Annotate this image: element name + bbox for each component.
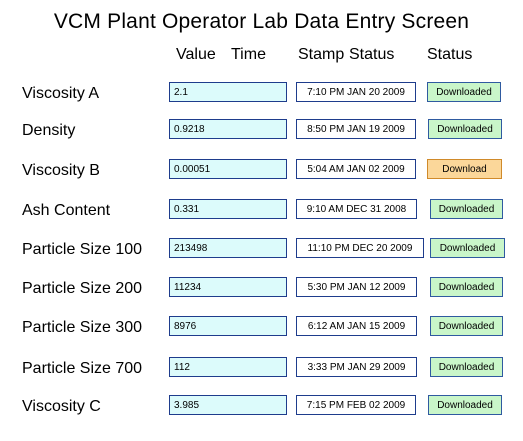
row-label: Particle Size 200 bbox=[22, 280, 143, 297]
row-label: Particle Size 700 bbox=[22, 360, 143, 377]
data-row-particle-size-700: Particle Size 700 112 3:33 PM JAN 29 200… bbox=[0, 357, 523, 383]
timestamp-field[interactable]: 7:10 PM JAN 20 2009 bbox=[296, 82, 416, 102]
page-title: VCM Plant Operator Lab Data Entry Screen bbox=[53, 10, 470, 33]
status-button[interactable]: Downloaded bbox=[430, 199, 503, 219]
time-column-header: Time bbox=[231, 46, 266, 63]
status-button[interactable]: Downloaded bbox=[430, 357, 503, 377]
stamp-status-column-header: Status bbox=[349, 46, 395, 63]
status-button[interactable]: Downloaded bbox=[430, 277, 503, 297]
status-button[interactable]: Downloaded bbox=[428, 395, 502, 415]
value-field[interactable]: 11234 bbox=[169, 277, 287, 297]
status-button[interactable]: Downloaded bbox=[427, 82, 501, 102]
row-label: Viscosity A bbox=[22, 85, 100, 102]
timestamp-field[interactable]: 6:12 AM JAN 15 2009 bbox=[296, 316, 417, 336]
timestamp-field[interactable]: 5:04 AM JAN 02 2009 bbox=[296, 159, 416, 179]
data-row-particle-size-300: Particle Size 300 8976 6:12 AM JAN 15 20… bbox=[0, 316, 523, 342]
data-row-particle-size-200: Particle Size 200 11234 5:30 PM JAN 12 2… bbox=[0, 277, 523, 303]
data-row-ash-content: Ash Content 0.331 9:10 AM DEC 31 2008 Do… bbox=[0, 199, 523, 225]
status-button[interactable]: Downloaded bbox=[430, 316, 503, 336]
value-field[interactable]: 213498 bbox=[169, 238, 287, 258]
timestamp-field[interactable]: 5:30 PM JAN 12 2009 bbox=[296, 277, 417, 297]
status-column-header: Status bbox=[427, 46, 473, 63]
value-field[interactable]: 0.00051 bbox=[169, 159, 287, 179]
value-field[interactable]: 0.331 bbox=[169, 199, 287, 219]
timestamp-field[interactable]: 9:10 AM DEC 31 2008 bbox=[296, 199, 417, 219]
download-button[interactable]: Download bbox=[427, 159, 502, 179]
timestamp-field[interactable]: 3:33 PM JAN 29 2009 bbox=[296, 357, 417, 377]
data-row-density: Density 0.9218 8:50 PM JAN 19 2009 Downl… bbox=[0, 119, 523, 145]
row-label: Ash Content bbox=[22, 202, 111, 219]
timestamp-field[interactable]: 8:50 PM JAN 19 2009 bbox=[296, 119, 416, 139]
value-field[interactable]: 112 bbox=[169, 357, 287, 377]
row-label: Density bbox=[22, 122, 76, 139]
data-row-particle-size-100: Particle Size 100 213498 11:10 PM DEC 20… bbox=[0, 238, 523, 264]
row-label: Particle Size 100 bbox=[22, 241, 143, 258]
value-field[interactable]: 3.985 bbox=[169, 395, 287, 415]
stamp-column-header: Stamp bbox=[298, 46, 345, 63]
value-column-header: Value bbox=[176, 46, 216, 63]
data-row-viscosity-c: Viscosity C 3.985 7:15 PM FEB 02 2009 Do… bbox=[0, 395, 523, 421]
value-field[interactable]: 2.1 bbox=[169, 82, 287, 102]
status-button[interactable]: Downloaded bbox=[430, 238, 505, 258]
row-label: Viscosity B bbox=[22, 162, 100, 179]
row-label: Viscosity C bbox=[22, 398, 101, 415]
timestamp-field[interactable]: 7:15 PM FEB 02 2009 bbox=[296, 395, 416, 415]
data-row-viscosity-a: Viscosity A 2.1 7:10 PM JAN 20 2009 Down… bbox=[0, 82, 523, 108]
value-field[interactable]: 8976 bbox=[169, 316, 287, 336]
row-label: Particle Size 300 bbox=[22, 319, 143, 336]
value-field[interactable]: 0.9218 bbox=[169, 119, 287, 139]
timestamp-field[interactable]: 11:10 PM DEC 20 2009 bbox=[296, 238, 424, 258]
status-button[interactable]: Downloaded bbox=[428, 119, 502, 139]
data-row-viscosity-b: Viscosity B 0.00051 5:04 AM JAN 02 2009 … bbox=[0, 159, 523, 185]
